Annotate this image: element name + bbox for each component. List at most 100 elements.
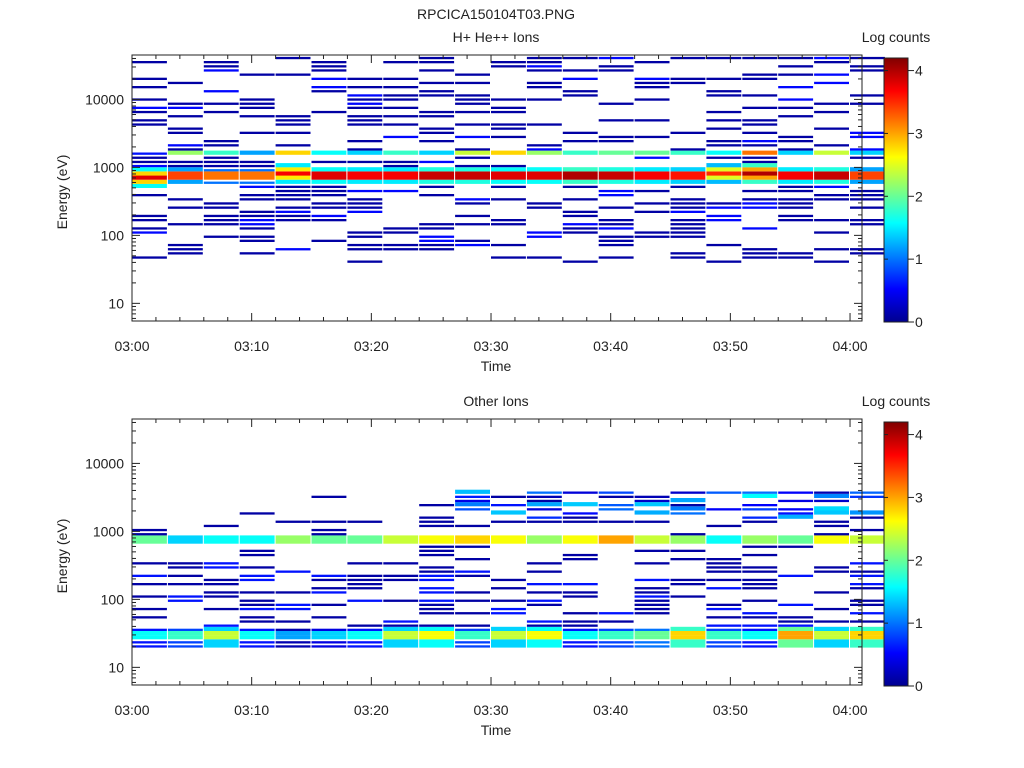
heatmap-cell <box>814 231 849 234</box>
heatmap-cell <box>383 578 419 582</box>
heatmap-cell <box>239 169 275 172</box>
heatmap-cell <box>670 595 706 598</box>
heatmap-cell <box>778 150 814 155</box>
heatmap-cell <box>167 102 203 105</box>
y-tick-label: 10000 <box>85 91 124 107</box>
heatmap-cell <box>419 639 455 644</box>
heatmap-cell <box>634 98 670 101</box>
heatmap-cell <box>742 508 778 511</box>
heatmap-cell <box>742 227 778 230</box>
heatmap-cell <box>419 171 455 176</box>
heatmap-cell <box>383 160 419 164</box>
heatmap-cell <box>814 510 849 515</box>
heatmap-cells <box>132 489 885 648</box>
heatmap-cell <box>706 156 742 159</box>
heatmap-cell <box>526 499 562 503</box>
heatmap-cell <box>311 202 347 205</box>
heatmap-cell <box>311 167 347 172</box>
heatmap-cell <box>742 198 778 201</box>
heatmap-cell <box>167 635 203 640</box>
heatmap-cell <box>132 645 167 648</box>
heatmap-cell <box>634 578 670 582</box>
heatmap-cell <box>491 123 526 126</box>
heatmap-cell <box>634 235 670 238</box>
heatmap-cell <box>562 491 598 494</box>
x-tick-label: 04:00 <box>833 702 868 718</box>
heatmap-cell <box>275 603 311 606</box>
heatmap-cell <box>239 252 275 255</box>
heatmap-cell <box>347 235 383 238</box>
heatmap-cell <box>347 179 383 184</box>
heatmap-cell <box>742 123 778 126</box>
heatmap-cell <box>275 194 311 197</box>
heatmap-cell <box>706 94 742 97</box>
heatmap-cell <box>670 150 706 155</box>
heatmap-cell <box>634 562 670 565</box>
heatmap-cell <box>132 641 167 644</box>
heatmap-cell <box>491 175 526 180</box>
heatmap-cell <box>419 591 455 594</box>
heatmap-cell <box>814 194 849 197</box>
heatmap-cell <box>814 620 849 623</box>
heatmap-cell <box>526 56 562 60</box>
heatmap-cell <box>778 631 814 636</box>
heatmap-cell <box>311 535 347 540</box>
heatmap-cell <box>742 163 778 168</box>
heatmap-cell <box>311 578 347 582</box>
heatmap-cell <box>275 115 311 118</box>
heatmap-cell <box>167 535 203 540</box>
heatmap-cell <box>491 643 526 648</box>
heatmap-cell <box>706 90 742 93</box>
heatmap-cell <box>526 643 562 648</box>
heatmap-cell <box>347 520 383 523</box>
heatmap-cell <box>670 148 706 151</box>
y-tick-label: 1000 <box>93 523 124 539</box>
heatmap-cell <box>562 516 598 519</box>
heatmap-cell <box>850 635 885 640</box>
heatmap-cell <box>419 69 455 72</box>
heatmap-cell <box>778 185 814 188</box>
heatmap-cell <box>706 119 742 122</box>
heatmap-cell <box>634 81 670 85</box>
heatmap-cell <box>706 243 742 247</box>
heatmap-cell <box>383 94 419 97</box>
heatmap-cell <box>419 520 455 523</box>
heatmap-cell <box>203 90 239 93</box>
heatmap-cell <box>742 256 778 259</box>
heatmap-cell <box>670 256 706 259</box>
heatmap-cell <box>778 202 814 205</box>
heatmap-cell <box>347 175 383 180</box>
heatmap-cell <box>203 578 239 582</box>
heatmap-cell <box>814 570 849 573</box>
heatmap-cell <box>203 583 239 586</box>
heatmap-cell <box>275 635 311 640</box>
heatmap-cell <box>275 73 311 76</box>
heatmap-cell <box>419 587 455 590</box>
heatmap-cell <box>706 539 742 544</box>
heatmap-cell <box>311 587 347 590</box>
heatmap-cell <box>132 77 167 80</box>
heatmap-cell <box>419 612 455 615</box>
heatmap-cell <box>491 599 526 602</box>
heatmap-cell <box>742 491 778 494</box>
heatmap-cell <box>670 223 706 226</box>
heatmap-cell <box>491 495 526 498</box>
heatmap-cell <box>167 566 203 569</box>
heatmap-cell <box>778 140 814 143</box>
heatmap-cell <box>778 539 814 544</box>
heatmap-cell <box>383 243 419 247</box>
heatmap-cell <box>347 202 383 205</box>
heatmap-cell <box>778 639 814 644</box>
heatmap-cell <box>814 607 849 611</box>
heatmap-cell <box>491 578 526 582</box>
heatmap-cell <box>850 148 885 151</box>
heatmap-cell <box>526 583 562 586</box>
heatmap-cell <box>347 167 383 172</box>
heatmap-cell <box>419 110 455 114</box>
heatmap-cell <box>526 626 562 631</box>
heatmap-cell <box>239 181 275 184</box>
heatmap-cell <box>706 150 742 155</box>
heatmap-cell <box>778 73 814 76</box>
heatmap-cell <box>419 90 455 93</box>
heatmap-cell <box>167 81 203 85</box>
